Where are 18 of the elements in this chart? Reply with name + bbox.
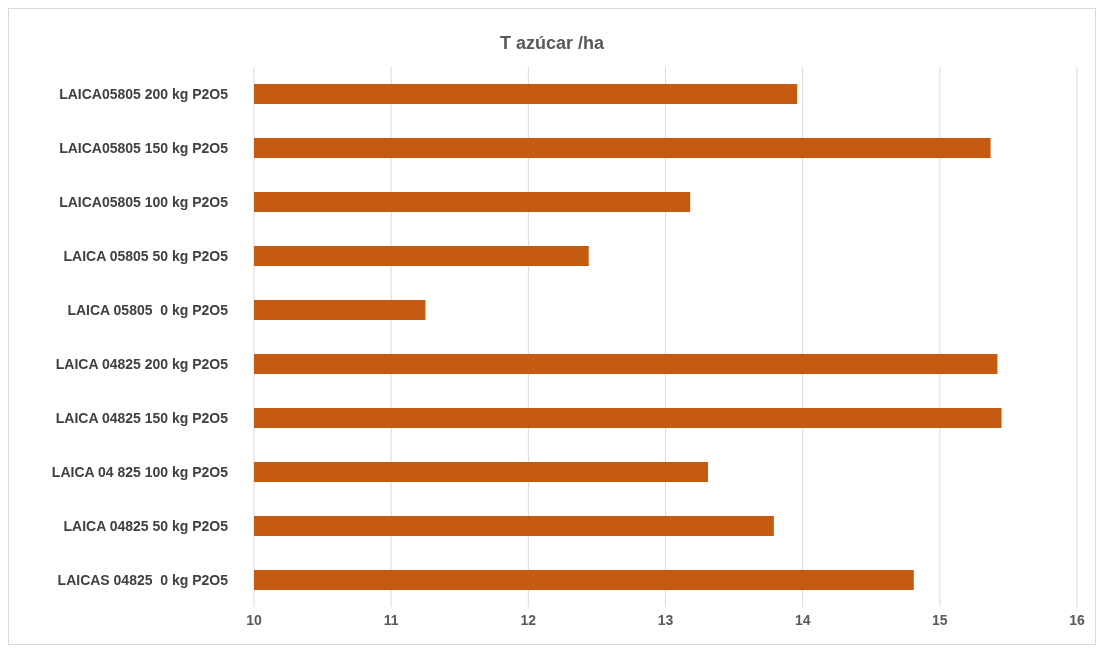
y-tick-label: LAICA 05805 0 kg P2O5 — [67, 302, 229, 318]
y-tick-label: LAICA 04825 150 kg P2O5 — [55, 410, 229, 426]
x-tick-label: 13 — [657, 611, 674, 628]
y-tick-label: LAICA05805 100 kg P2O5 — [59, 194, 229, 210]
x-tick-label: 15 — [932, 611, 948, 628]
x-tick-label: 12 — [520, 611, 537, 628]
chart-title: T azúcar /ha — [498, 32, 605, 53]
y-tick-label: LAICA 04 825 100 kg P2O5 — [51, 464, 229, 480]
y-tick-label: LAICAS 04825 0 kg P2O5 — [57, 572, 229, 588]
y-tick-label: LAICA05805 200 kg P2O5 — [59, 86, 229, 102]
y-tick-label: LAICA05805 150 kg P2O5 — [59, 140, 229, 156]
y-tick-label: LAICA 04825 50 kg P2O5 — [63, 518, 229, 534]
x-tick-label: 16 — [1069, 611, 1085, 628]
x-tick-label: 11 — [383, 611, 399, 628]
y-tick-label: LAICA 04825 200 kg P2O5 — [55, 356, 229, 372]
x-tick-label: 10 — [246, 611, 262, 628]
y-tick-label: LAICA 05805 50 kg P2O5 — [63, 248, 229, 264]
x-tick-label: 14 — [794, 611, 811, 628]
